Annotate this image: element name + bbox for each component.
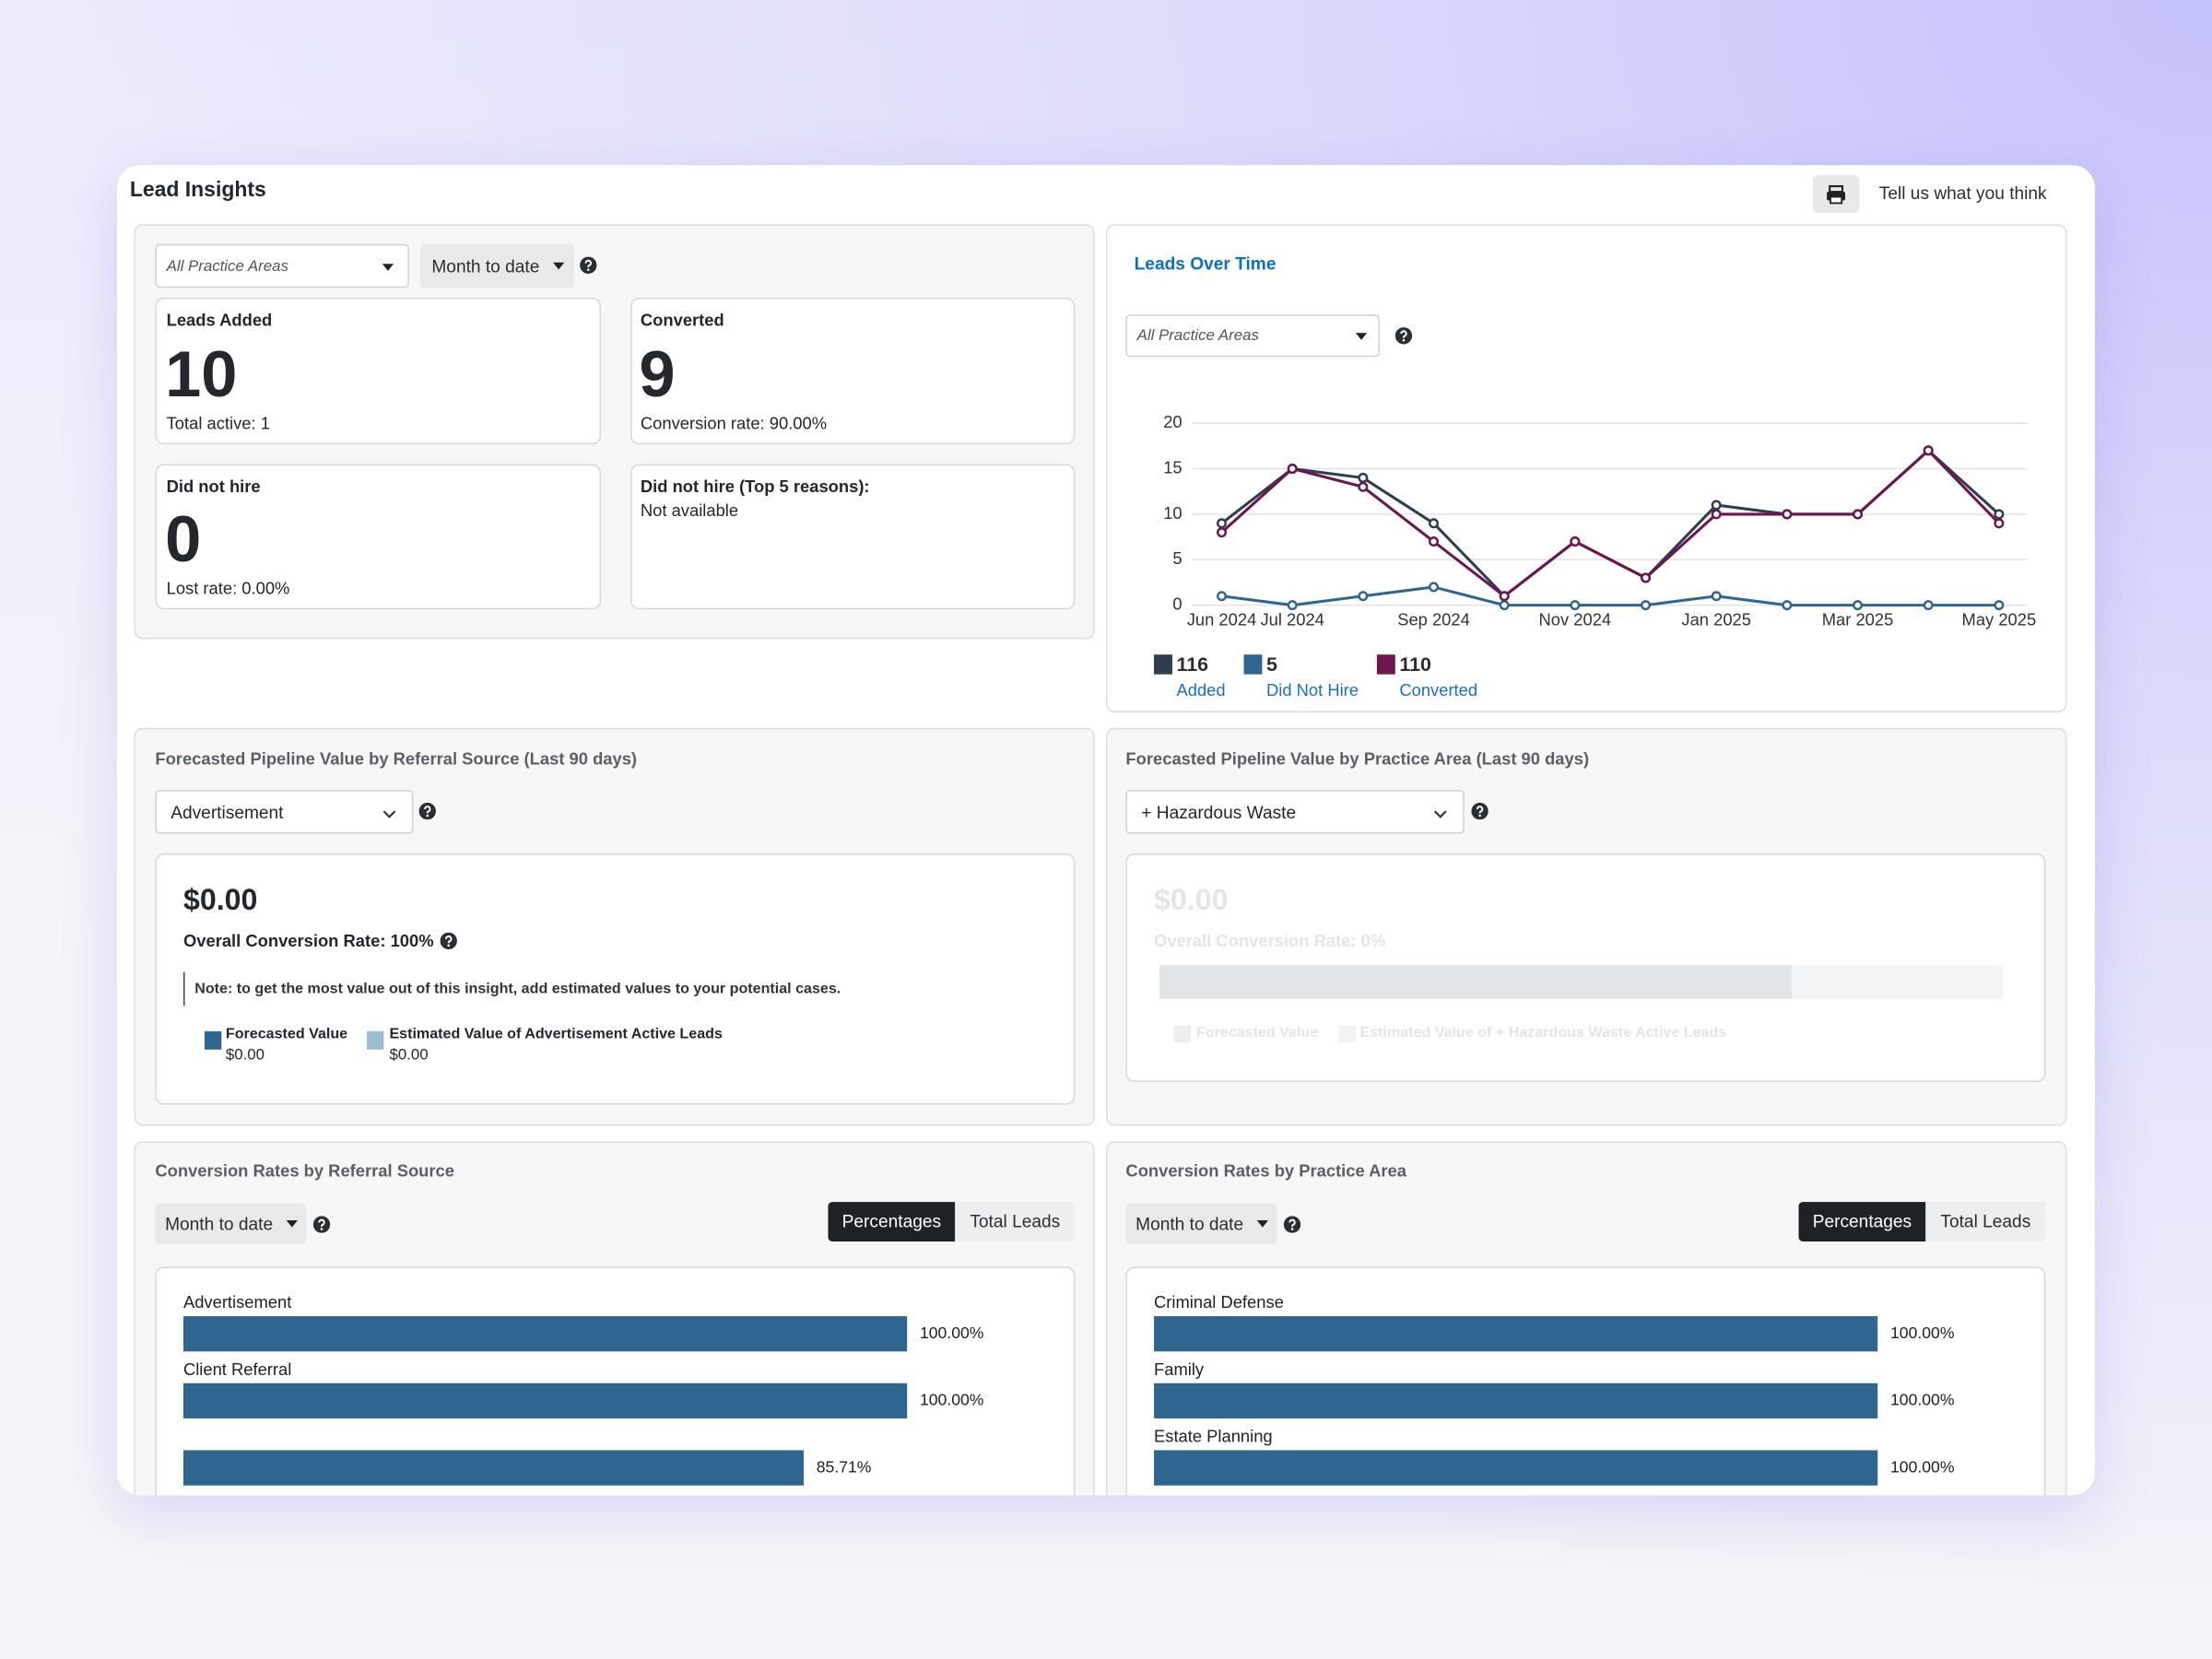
conversion-rate: Overall Conversion Rate: 100% <box>183 930 434 952</box>
page-title: Lead Insights <box>129 177 266 202</box>
pipeline-box <box>155 853 1076 1105</box>
title-period: (Last 90 days) <box>1476 748 1590 770</box>
button-text: Month to date <box>1135 1214 1244 1234</box>
button-text: Month to date <box>165 1214 274 1234</box>
help-icon[interactable] <box>580 257 596 274</box>
help-icon[interactable] <box>1284 1216 1300 1232</box>
chevron <box>381 806 397 822</box>
kpi-note: Total active: 1 <box>166 413 270 433</box>
select-text: Advertisement <box>171 802 284 822</box>
kpi-value: 9 <box>639 336 676 411</box>
legend-swatch <box>204 1030 222 1050</box>
toggle-option[interactable]: Percentages <box>1798 1202 1926 1241</box>
title-text: Forecasted Pipeline Value by Referral So… <box>155 748 520 770</box>
period-button[interactable]: Month to date <box>1125 1203 1277 1244</box>
pipeline-amount: $0.00 <box>1154 884 1229 917</box>
help-icon[interactable] <box>419 803 436 819</box>
button-text: Month to date <box>431 255 540 276</box>
kpi-label: Leads Added <box>166 310 273 331</box>
practice-select[interactable]: + Hazardous Waste <box>1125 790 1465 834</box>
legend-label: Estimated Value of Advertisement Active … <box>389 1025 723 1043</box>
referral-select[interactable]: Advertisement <box>155 790 414 834</box>
kpi-value: 10 <box>165 336 238 411</box>
caret <box>1355 333 1368 340</box>
legend-value: $0.00 <box>389 1046 429 1065</box>
caret <box>382 264 394 271</box>
toggle-option[interactable]: Total Leads <box>1925 1202 2046 1241</box>
toggle-option[interactable]: Total Leads <box>955 1202 1076 1241</box>
kpi-card: Converted 9 Conversion rate: 90.00% <box>630 297 1076 445</box>
pipeline-amount: $0.00 <box>182 884 258 917</box>
caret <box>552 262 565 270</box>
legend-label: Forecasted Value <box>225 1025 348 1043</box>
chart-title: Leads Over Time <box>1134 253 1277 274</box>
kpi-note: Conversion rate: 90.00% <box>640 413 828 433</box>
placeholder-fill <box>1159 964 1792 999</box>
chevron <box>1432 806 1449 822</box>
period-button[interactable]: Month to date <box>155 1203 307 1244</box>
help-icon[interactable] <box>1395 327 1412 344</box>
select-text: + Hazardous Waste <box>1141 802 1297 822</box>
legend-swatch <box>366 1030 384 1050</box>
conversion-box <box>155 1266 1076 1496</box>
legend-swatch <box>1338 1025 1356 1043</box>
leads-panel <box>1105 224 2067 712</box>
panel-title: Conversion Rates by Referral Source <box>155 1160 454 1182</box>
dropdown-text: All Practice Areas <box>1136 327 1259 345</box>
kpi-value: 0 <box>165 501 202 576</box>
pipeline-note: Note: to get the most value out of this … <box>182 971 841 1006</box>
panel-title: Conversion Rates by Practice Area <box>1125 1160 1406 1182</box>
title-text: Forecasted Pipeline Value by Practice Ar… <box>1125 748 1472 770</box>
kpi-label: Did not hire <box>166 477 261 497</box>
legend-value: $0.00 <box>225 1046 265 1065</box>
kpi-card: Leads Added 10 Total active: 1 <box>155 297 602 445</box>
print-button[interactable] <box>1812 174 1860 214</box>
rate-value: 0% <box>1360 931 1386 951</box>
practice-area-dropdown[interactable]: All Practice Areas <box>155 243 409 288</box>
panel-title: Forecasted Pipeline Value by Practice Ar… <box>1125 747 1589 770</box>
caret <box>1256 1219 1269 1228</box>
reasons-label: Did not hire (Top 5 reasons): <box>640 477 870 497</box>
rate-label: Overall Conversion Rate: <box>1154 931 1357 951</box>
legend-label: Estimated Value of + Hazardous Waste Act… <box>1359 1024 1727 1041</box>
toggle-option[interactable]: Percentages <box>828 1202 956 1241</box>
reasons-card: Did not hire (Top 5 reasons): Not availa… <box>630 464 1076 610</box>
help-icon[interactable] <box>441 933 457 949</box>
panel-title: Forecasted Pipeline Value by Referral So… <box>155 747 637 770</box>
dropdown-text: All Practice Areas <box>166 257 288 275</box>
title-period: (Last 90 days) <box>524 748 638 770</box>
legend-swatch <box>1173 1025 1191 1043</box>
practice-area-dropdown[interactable]: All Practice Areas <box>1125 314 1380 358</box>
conversion-box <box>1125 1266 2046 1496</box>
help-icon[interactable] <box>313 1216 330 1232</box>
caret <box>286 1219 298 1228</box>
kpi-card: Did not hire 0 Lost rate: 0.00% <box>155 464 602 610</box>
kpi-note: Lost rate: 0.00% <box>166 578 290 598</box>
feedback-link[interactable]: Tell us what you think <box>1878 182 2047 204</box>
conversion-rate: Overall Conversion Rate: 0% <box>1154 930 1385 952</box>
reasons-text: Not available <box>640 500 739 521</box>
help-icon[interactable] <box>1471 803 1488 819</box>
kpi-label: Converted <box>640 310 724 331</box>
legend-label: Forecasted Value <box>1195 1024 1319 1041</box>
rate-value: 100% <box>390 931 434 951</box>
rate-label: Overall Conversion Rate: <box>182 931 386 951</box>
period-button[interactable]: Month to date <box>420 243 574 288</box>
print-icon <box>1827 184 1846 205</box>
